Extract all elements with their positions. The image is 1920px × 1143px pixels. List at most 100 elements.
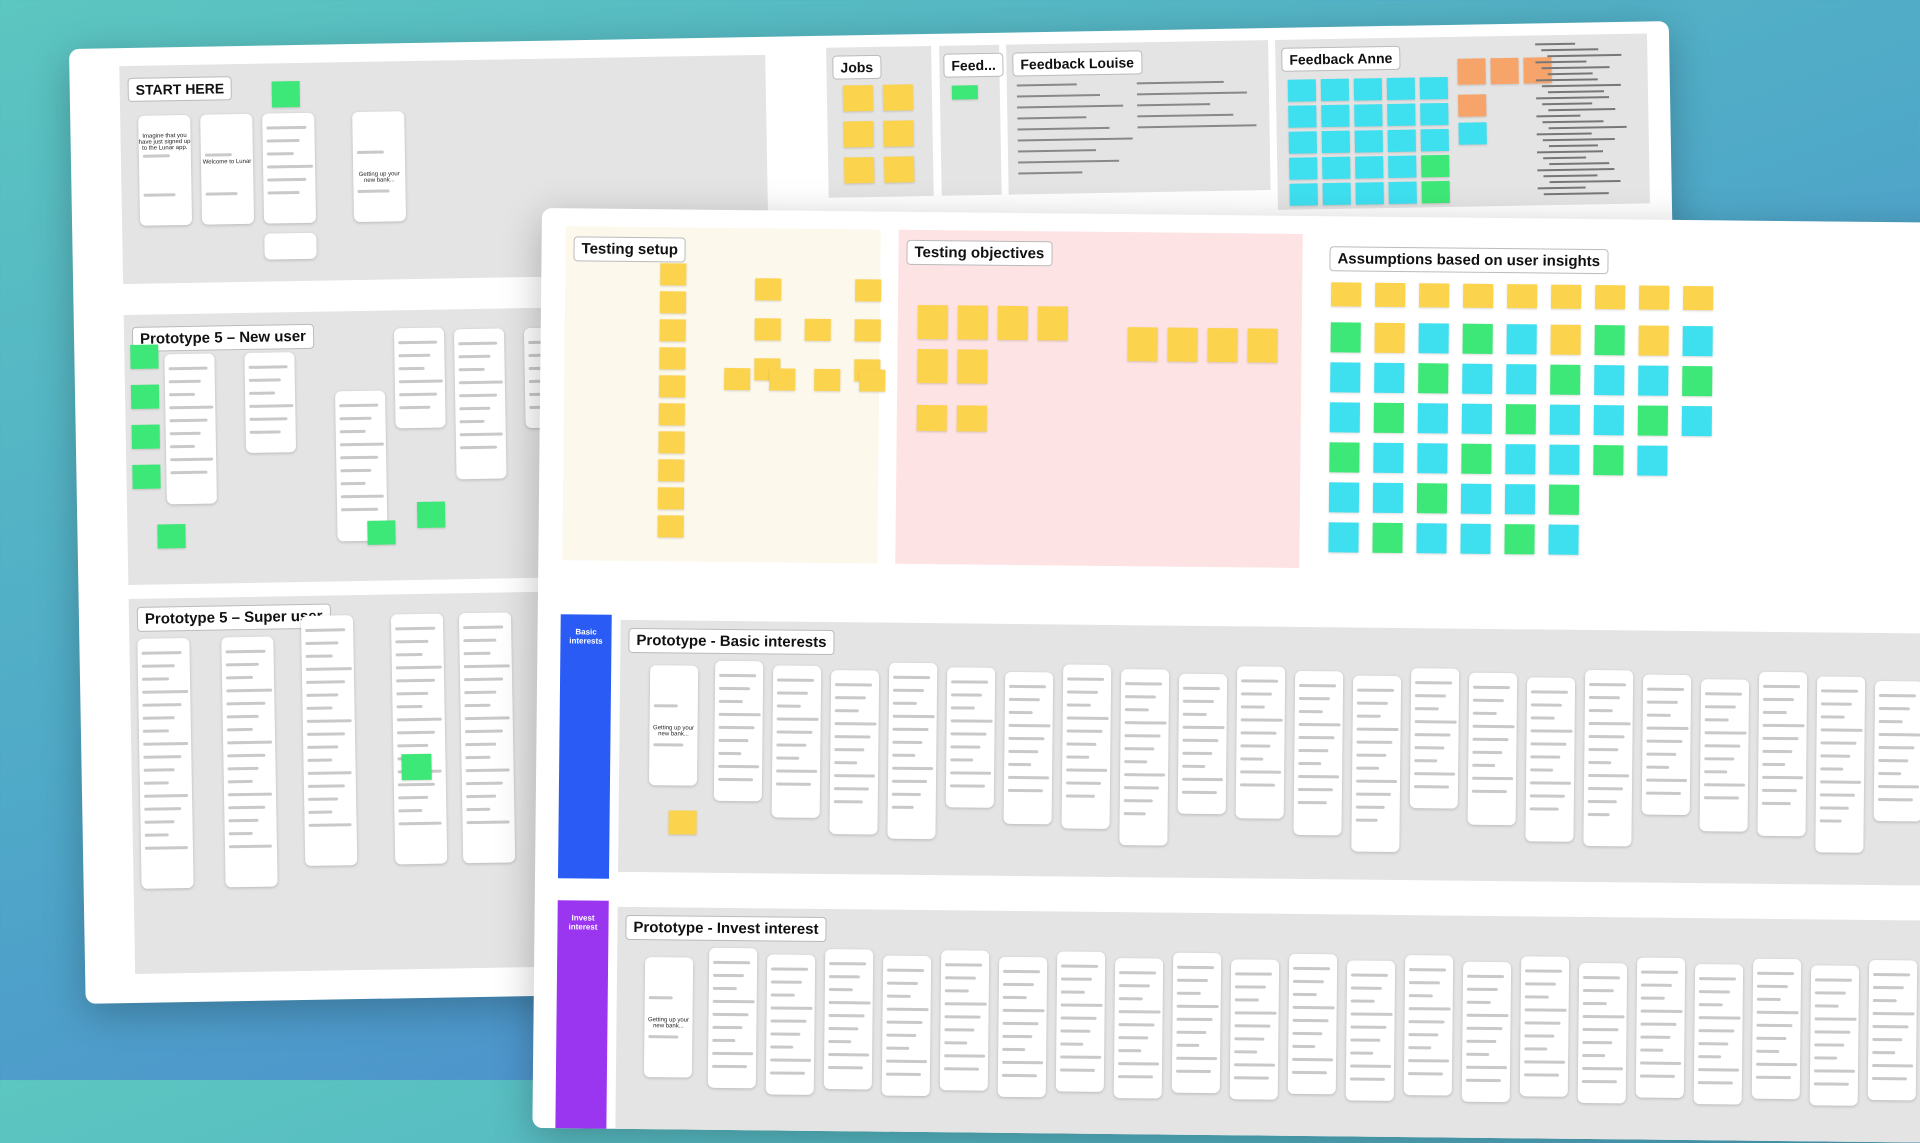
section-label: Prototype 5 – New user [131, 323, 315, 352]
phone-screen [945, 667, 996, 808]
ui-line [395, 626, 436, 631]
ui-line [1820, 767, 1844, 771]
ui-line [1877, 772, 1902, 776]
ui-line [1524, 1034, 1554, 1038]
ui-line [1588, 695, 1620, 700]
sticky-note [1637, 405, 1668, 436]
ui-line [943, 1054, 986, 1058]
sticky-note [1594, 365, 1625, 396]
invest-prototype-area: Prototype - Invest interest Getting up y… [615, 906, 1920, 1143]
ui-line [1646, 726, 1689, 731]
sticky-note [804, 318, 831, 342]
ui-line [1350, 1025, 1387, 1029]
ui-line [1060, 1042, 1084, 1046]
ui-line [1872, 1011, 1915, 1016]
ui-line [944, 1028, 975, 1032]
ui-line [1008, 697, 1040, 702]
sticky-note [657, 487, 685, 510]
sticky-note [1460, 523, 1491, 554]
ui-line [1060, 964, 1098, 968]
ui-line [1001, 1073, 1037, 1078]
ui-line [1640, 996, 1666, 1000]
ui-line [1298, 709, 1324, 714]
sticky-note [157, 524, 186, 549]
ui-line [653, 743, 683, 747]
ui-line [1704, 757, 1734, 761]
ui-line [828, 962, 866, 966]
phone-text: Getting up your new bank... [358, 171, 400, 184]
ui-line [143, 768, 175, 772]
ui-line [1291, 1057, 1334, 1062]
sticky-note [1506, 364, 1537, 395]
phone-screen [1003, 671, 1054, 825]
feedback-louise-area: Feedback Louise [1006, 40, 1271, 195]
ui-line [828, 1040, 852, 1044]
ui-line [1755, 1075, 1791, 1080]
ui-line [1814, 1017, 1857, 1021]
ui-line [1530, 703, 1562, 707]
ui-line [1239, 783, 1275, 787]
ui-line [226, 688, 273, 693]
text-line [1543, 192, 1609, 196]
ui-line [886, 968, 924, 973]
ui-line [1408, 981, 1440, 985]
ui-line [1355, 805, 1385, 809]
ui-line [1118, 1036, 1148, 1040]
text-line [1537, 168, 1615, 172]
ui-line [1698, 1016, 1741, 1020]
ui-line [1466, 1013, 1509, 1018]
ui-line [1124, 721, 1167, 725]
text-line [1018, 171, 1083, 175]
ui-line [1819, 780, 1862, 784]
ui-line [1762, 684, 1800, 689]
ui-line [307, 732, 346, 736]
ui-line [1471, 789, 1507, 794]
ui-line [1355, 818, 1379, 822]
sticky-note [1550, 364, 1581, 395]
ui-line [464, 716, 510, 721]
ui-line [1066, 677, 1104, 681]
text-line [1017, 116, 1087, 120]
ui-line [1588, 708, 1614, 713]
ui-line [1356, 688, 1394, 692]
ui-line [1697, 1055, 1722, 1059]
ui-line [718, 673, 756, 678]
ui-line [1118, 971, 1156, 975]
ui-line [1529, 794, 1565, 798]
phone-screen [1287, 953, 1338, 1095]
sticky-note [1388, 155, 1417, 178]
ui-line [834, 722, 877, 726]
sticky-note [1419, 76, 1449, 100]
sticky-note [271, 80, 301, 108]
ui-line [834, 696, 866, 700]
ui-line [1472, 724, 1515, 729]
sticky-note [1387, 103, 1416, 126]
ui-line [463, 651, 491, 656]
ui-line [1646, 687, 1684, 691]
ui-line [1703, 783, 1746, 787]
sticky-note [1417, 443, 1448, 474]
ui-line [398, 782, 435, 787]
ui-line [205, 153, 232, 157]
ui-line [397, 743, 429, 748]
ui-line [776, 678, 814, 682]
ui-line [1413, 785, 1449, 789]
text-line [1017, 126, 1110, 131]
ui-line [308, 797, 339, 801]
text-line [1016, 83, 1077, 87]
ui-line [1066, 742, 1097, 746]
ui-line [339, 429, 366, 434]
ui-line [1814, 1030, 1851, 1034]
ui-line [892, 701, 918, 705]
ui-line [249, 404, 294, 408]
ui-line [770, 1019, 807, 1023]
ui-line [143, 742, 189, 746]
section-label: Assumptions based on user insights [1329, 246, 1609, 275]
ui-line [1819, 793, 1855, 797]
phone-screen: Getting up your new bank... [352, 111, 407, 223]
ui-line [1878, 694, 1916, 698]
ui-line [1529, 781, 1572, 785]
phone-text: Imagine that you have just signed up to … [138, 132, 191, 152]
ui-line [1355, 779, 1398, 783]
ui-line [1640, 970, 1678, 974]
